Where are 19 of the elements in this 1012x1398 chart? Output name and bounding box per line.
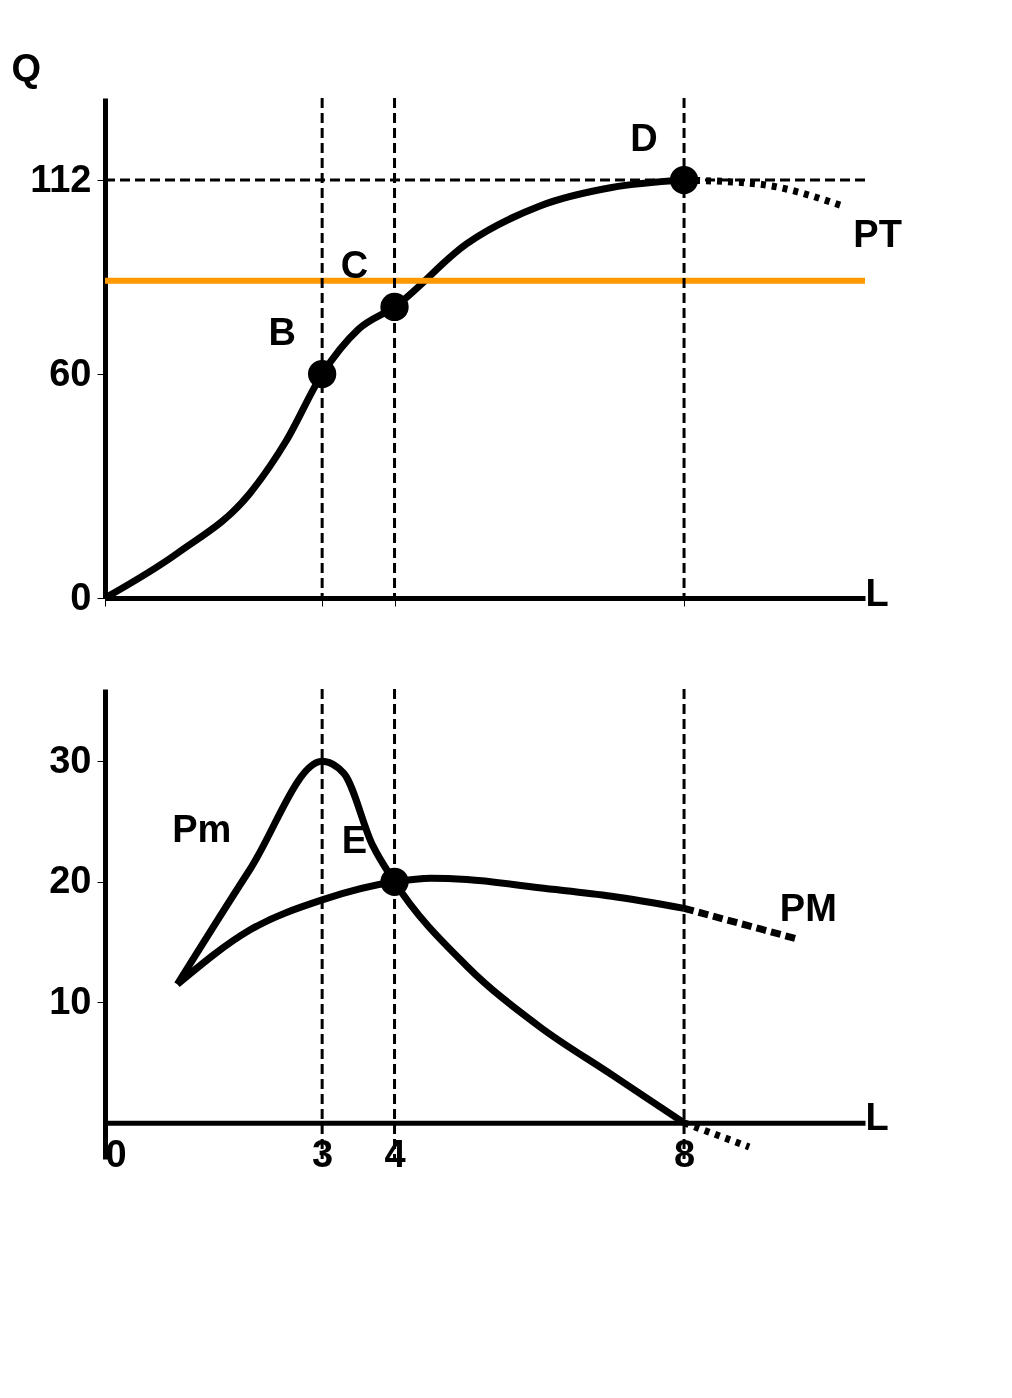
x-tick-label: 0 [105, 1133, 127, 1176]
x-axis-title: L [865, 1096, 889, 1139]
series-label: PT [853, 213, 902, 256]
y-tick-label: 30 [49, 738, 92, 781]
x-tick-label: 3 [312, 1133, 334, 1176]
series-label: Pm [172, 808, 232, 851]
y-tick-label: 10 [49, 979, 92, 1022]
annotation: C [340, 243, 369, 286]
y-tick-label: 20 [49, 859, 92, 902]
series-label: PM [779, 886, 837, 929]
x-axis-title: L [865, 571, 889, 614]
y-tick-label: 112 [30, 157, 92, 200]
annotation: B [268, 311, 296, 354]
y-tick-label: 60 [49, 351, 92, 394]
x-tick-label: 8 [673, 1133, 696, 1176]
y-axis-title: Q [11, 46, 41, 89]
annotation: E [341, 818, 368, 861]
y-tick-label: 0 [70, 575, 92, 618]
annotation: D [630, 117, 658, 160]
